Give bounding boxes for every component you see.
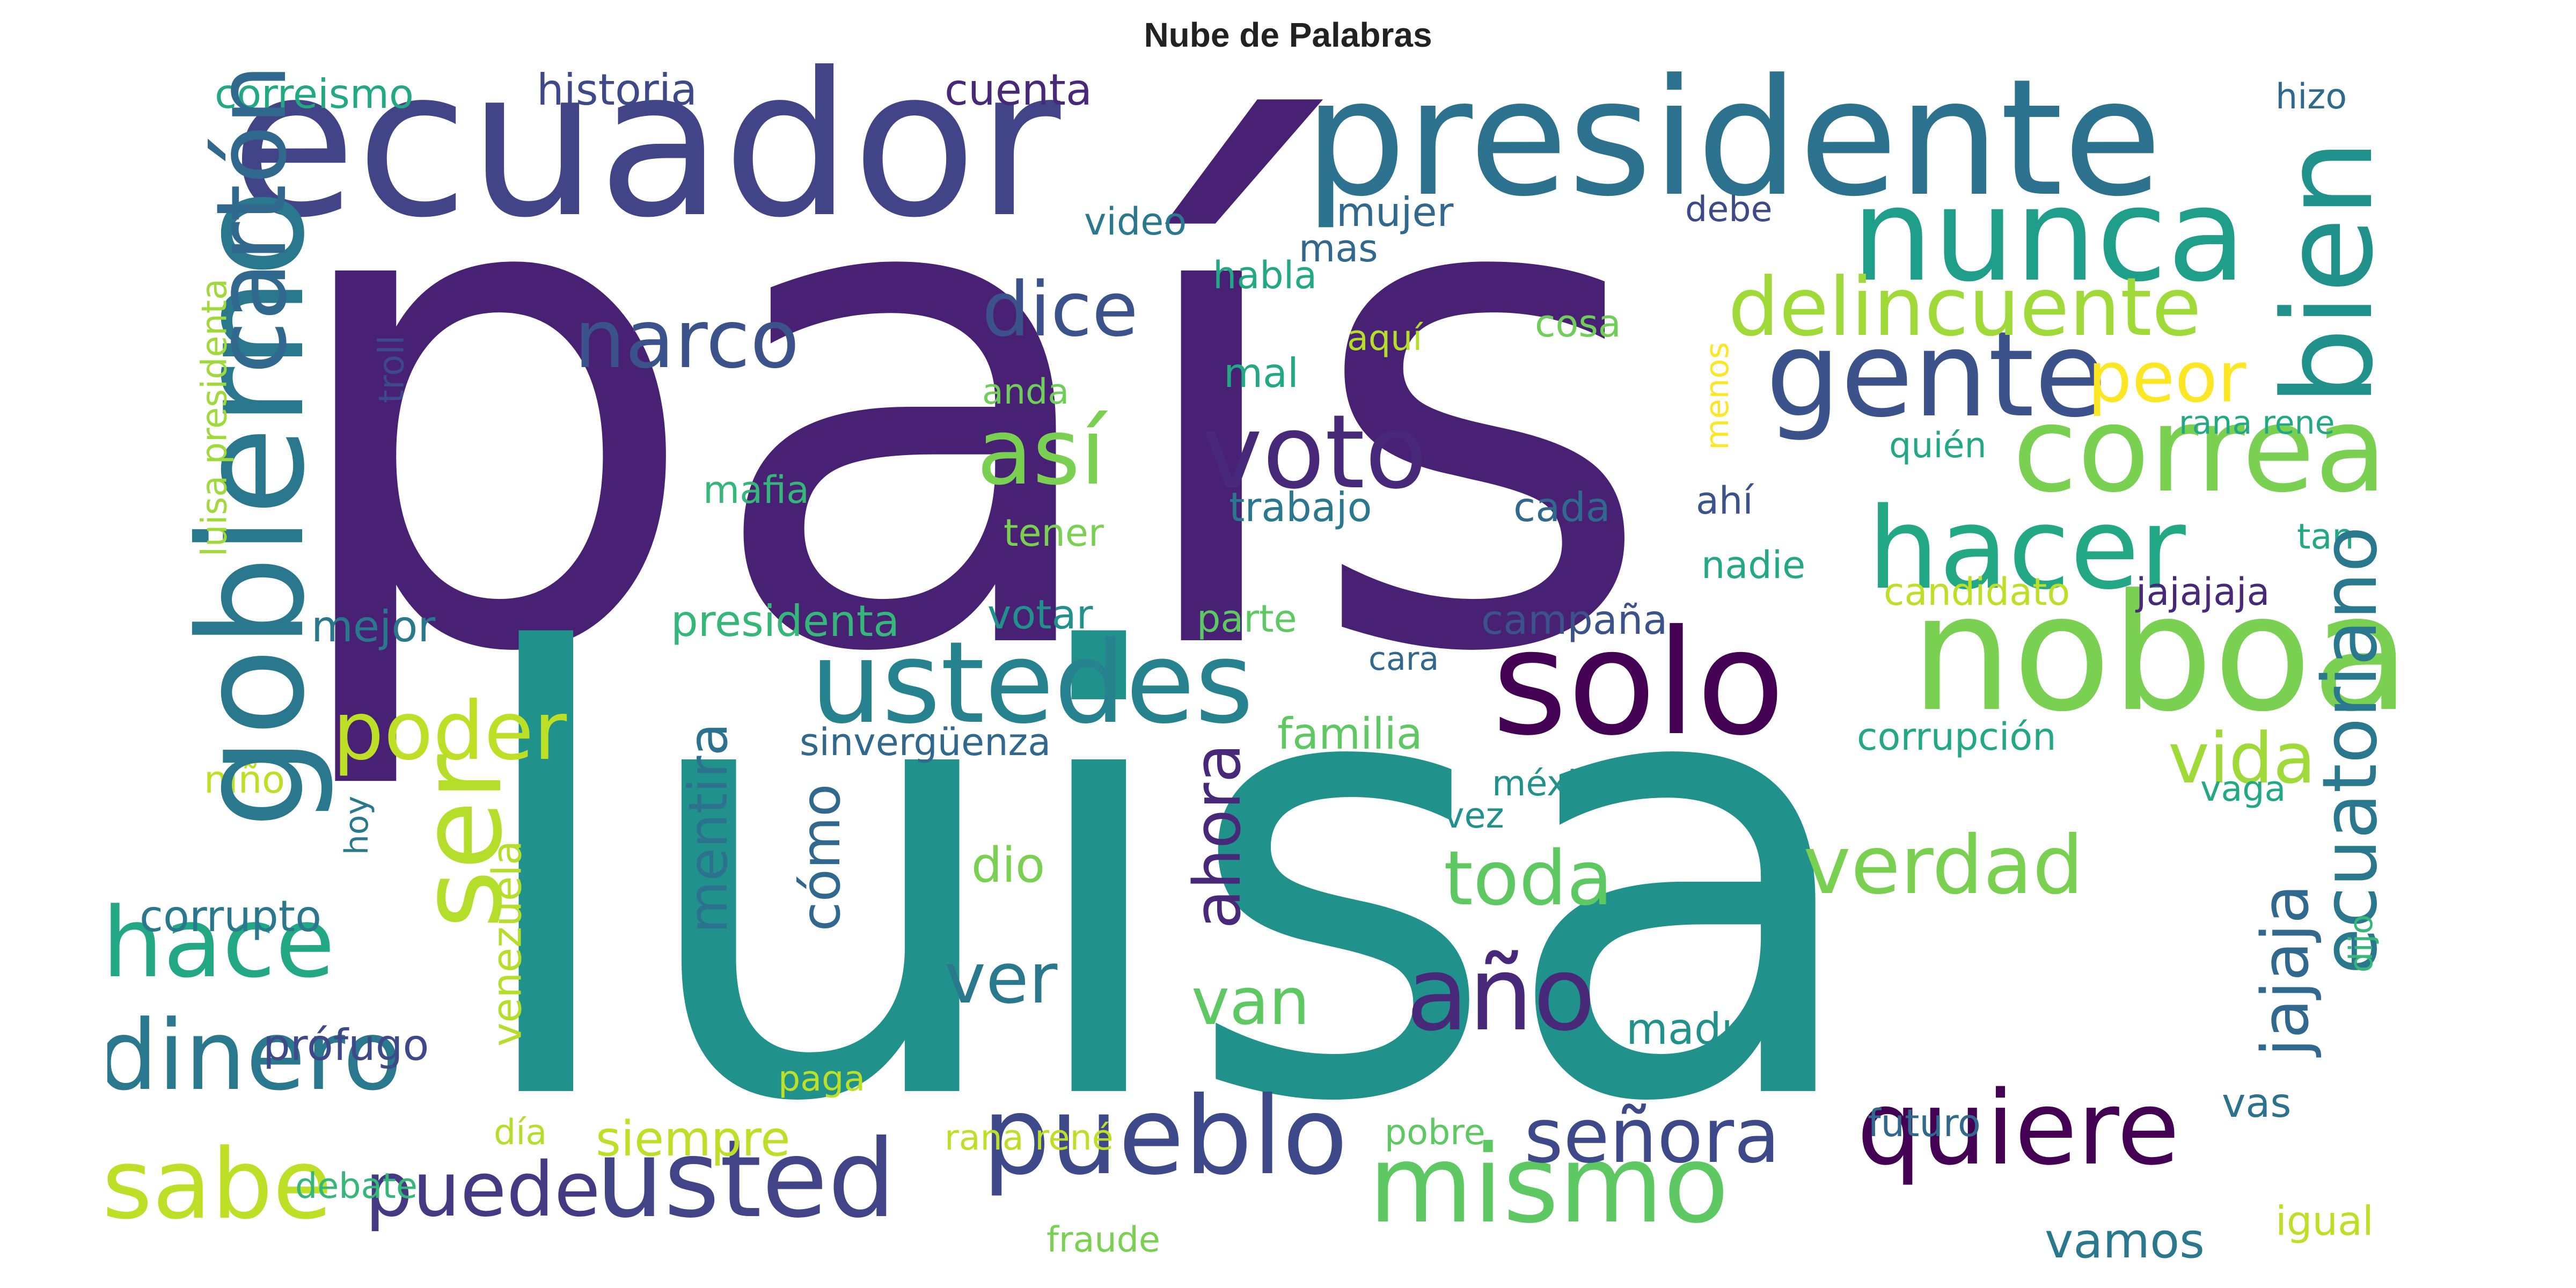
word-sinverguenza: sinvergüenza [800,720,1051,764]
word-correismo: correismo [215,70,414,118]
page-title: Nube de Palabras [1144,16,1432,54]
word-usted: usted [596,1117,896,1242]
word-dice: dice [982,266,1138,354]
word-bien: bien [2257,139,2401,406]
word-troll: troll [371,335,412,404]
word-debe: debe [1685,189,1773,230]
word-ano: año [1406,935,1596,1053]
word-vas: vas [2222,1079,2292,1126]
word-parte: parte [1197,597,1297,641]
word-campana: campaña [1481,596,1668,643]
word-dijo: dijo [2343,914,2380,973]
word-tener: tener [1004,511,1104,555]
word-maduro: maduro [1626,1004,1792,1054]
word-dinero: dinero [107,1000,402,1112]
word-voto: voto [1202,393,1428,511]
word-fraude: fraude [1046,1220,1160,1260]
word-vida: vida [2168,718,2316,799]
word-nadie: nadie [1701,543,1806,587]
word-ver: ver [945,938,1058,1019]
word-cosa: cosa [1535,302,1621,346]
word-venezuela: venezuela [483,840,531,1047]
word-mismo: mismo [1368,1122,1729,1247]
word-hoy: hoy [338,795,376,855]
word-van: van [1191,965,1310,1040]
word-quien: quién [1889,426,1987,466]
word-video: video [1084,200,1187,244]
word-verdad: verdad [1803,819,2084,912]
word-mejor: mejor [311,602,436,652]
word-noboa: noboa [1911,560,2411,747]
word-poder: poder [333,685,567,778]
word-futuro: futuro [1868,1101,1981,1145]
word-dia: día [494,1113,547,1153]
word-vez: vez [1444,796,1504,836]
word-siempre: siempre [596,1111,791,1167]
word-corrupcion: corrupción [1857,715,2057,759]
word-historia: historia [537,65,698,115]
word-delincuente: delincuente [1728,261,2201,354]
word-cuenta: cuenta [945,65,1092,115]
word-profugo: prófugo [263,1020,429,1070]
word-jajaja: jajaja [2249,884,2323,1057]
word-anda: anda [982,372,1070,412]
word-puede: puede [365,1146,601,1234]
word-nino: niño [204,758,286,802]
word-peor: peor [2088,336,2246,418]
word-luisa-presidenta: luisa presidenta [194,279,235,557]
word-mentira: mentira [677,723,740,933]
word-cada: cada [1513,484,1611,531]
word-mas: mas [1299,226,1378,270]
word-sabe: sabe [107,1129,333,1241]
word-rana-rene: rana rene [2179,404,2335,442]
word-hacer: hacer [1868,483,2186,614]
word-pueblo: pueblo [982,1074,1348,1199]
word-vaga: vaga [2200,769,2286,809]
word-ecuador: ecuador [231,63,1061,262]
word-votar: votar [987,591,1093,638]
word-gente: gente [1766,306,2107,443]
word-luisa: luisa [462,529,1871,1234]
word-asi: así [977,399,1106,506]
word-narco: narco [574,293,800,386]
word-pobre: pobre [1385,1113,1485,1153]
word-menos: menos [1699,342,1736,450]
word-senora: señora [1524,1093,1780,1180]
word-ecuatoriano: ecuatoriano [2307,526,2394,975]
word-ahi: ahí [1696,479,1753,523]
word-pais: país [274,63,1658,800]
word-paga: paga [778,1059,866,1099]
word-corrupto: corrupto [140,891,322,941]
word-quiere: quiere [1857,1069,2180,1188]
word-mujer: mujer [1336,188,1454,236]
word-mexico: méxico [1492,764,1618,804]
word-rana-rene: rana rené [945,1118,1114,1158]
word-vamos: vamos [2045,1213,2205,1269]
word-debate: debate [295,1166,418,1206]
word-mal: mal [1224,349,1299,397]
word-hace: hace [107,887,335,999]
word-ustedes: ustedes [810,617,1254,749]
word-trabajo: trabajo [1229,484,1372,531]
word-aqui: aquí [1347,318,1423,358]
word-como: cómo [789,784,852,932]
word-presidente: presidente [1304,63,2162,232]
word-correa: correa [2012,381,2387,518]
word-hizo: hizo [2275,77,2347,117]
word-ahora: ahora [1181,743,1255,929]
word-igual: igual [2275,1197,2374,1245]
word-nunca: nunca [1851,160,2246,310]
word-dio: dio [971,837,1045,894]
word-familia: familia [1277,709,1423,759]
word-jajajaja: jajajaja [2136,570,2270,614]
word-candidato: candidato [1884,570,2070,614]
word-cloud: país luisa ecuador presidente noboa solo nunca… [107,63,2469,1288]
word-mafia: mafia [703,468,810,512]
word-tan: tan [2297,517,2354,557]
word-presidenta: presidenta [671,596,900,646]
word-solo: solo [1492,598,1785,767]
word-habla: habla [1213,253,1318,297]
word-cara: cara [1368,640,1439,678]
word-toda: toda [1444,835,1613,923]
